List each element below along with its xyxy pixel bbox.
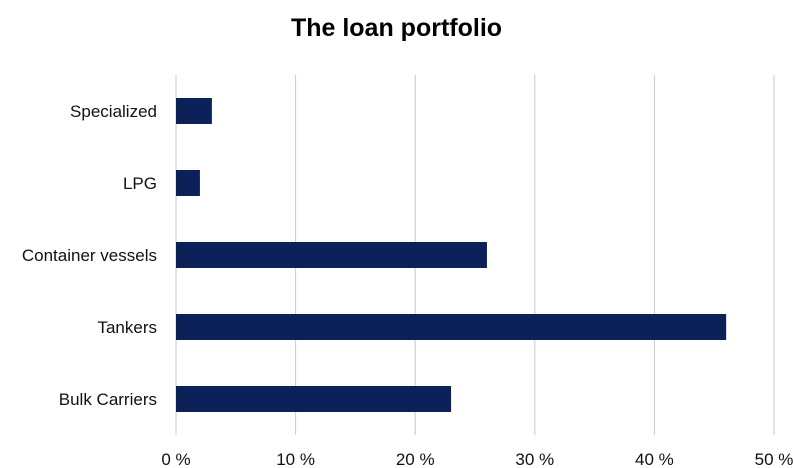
bar: [176, 242, 487, 268]
bars: [176, 98, 727, 412]
category-label: Container vessels: [22, 246, 157, 265]
x-tick-label: 30 %: [515, 450, 554, 468]
bar: [176, 386, 452, 412]
x-tick-label: 20 %: [396, 450, 435, 468]
bar: [176, 98, 212, 124]
bar: [176, 314, 727, 340]
category-label: Tankers: [97, 318, 157, 337]
category-label: Specialized: [70, 102, 157, 121]
category-labels: Specialized LPG Container vessels Tankers Bu…: [22, 102, 157, 409]
x-tick-label: 10 %: [276, 450, 315, 468]
category-label: Bulk Carriers: [59, 390, 157, 409]
x-axis-tick-labels: 0 % 10 % 20 % 30 % 40 % 50 %: [161, 450, 793, 468]
x-tick-label: 50 %: [755, 450, 793, 468]
chart-title: The loan portfolio: [290, 14, 503, 42]
x-tick-label: 0 %: [161, 450, 190, 468]
x-tick-label: 40 %: [635, 450, 674, 468]
bar: [176, 170, 200, 196]
category-label: LPG: [123, 174, 157, 193]
